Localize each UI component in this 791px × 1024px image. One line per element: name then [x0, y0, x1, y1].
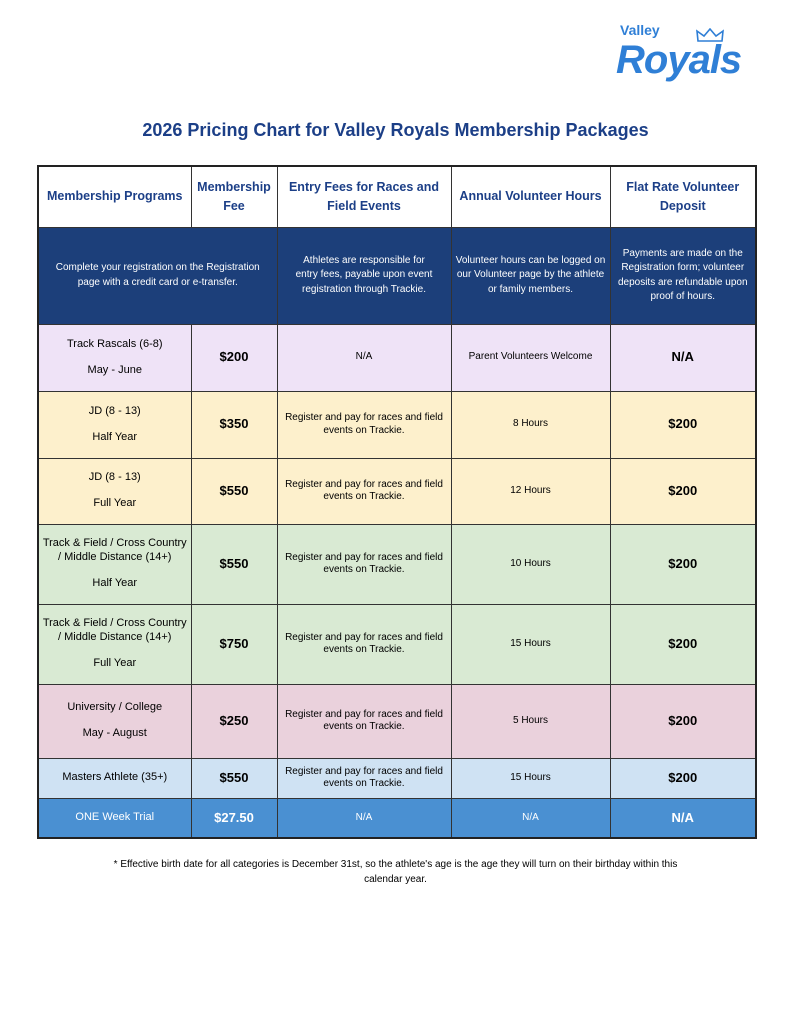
info-row: Complete your registration on the Regist… [37, 226, 757, 325]
program-name: Track Rascals (6-8) [66, 337, 163, 350]
hours-cell: 12 Hours [450, 457, 611, 525]
deposit-cell: $200 [609, 603, 757, 685]
info-cell: Payments are made on the Registration fo… [609, 226, 757, 325]
program-period: Half Year [92, 576, 138, 589]
program-name: ONE Week Trial [75, 810, 155, 823]
fee-cell: $27.50 [190, 797, 278, 839]
table-row: JD (8 - 13) Full Year $550 Register and pay… [37, 457, 757, 525]
program-cell: Track & Field / Cross Country / Middle D… [37, 523, 192, 605]
program-name: Masters Athlete (35+) [62, 771, 168, 784]
table-row: Track & Field / Cross Country / Middle D… [37, 603, 757, 685]
program-cell: JD (8 - 13) Half Year [37, 390, 192, 459]
deposit-cell: $200 [609, 457, 757, 525]
deposit-cell: $200 [609, 523, 757, 605]
fee-cell: $350 [190, 390, 278, 459]
program-cell: University / College May - August [37, 683, 192, 759]
footnote: * Effective birth date for all categorie… [113, 859, 678, 885]
entry-cell: Register and pay for races and field eve… [276, 757, 452, 799]
entry-cell: Register and pay for races and field eve… [276, 390, 452, 459]
entry-cell: N/A [276, 797, 452, 839]
table-row: University / College May - August $250 Regi… [37, 683, 757, 759]
table-row: Track Rascals (6-8) May - June $200 N/A Pare… [37, 323, 757, 392]
program-name: Track & Field / Cross Country / Middle D… [42, 617, 187, 644]
deposit-cell: $200 [609, 757, 757, 799]
fee-cell: $550 [190, 457, 278, 525]
hours-cell: N/A [450, 797, 611, 839]
table-row: ONE Week Trial $27.50 N/A N/A N/A [37, 797, 757, 839]
header-cell: Membership Programs [37, 165, 192, 228]
hours-cell: 10 Hours [450, 523, 611, 605]
deposit-cell: N/A [609, 323, 757, 392]
entry-cell: Register and pay for races and field eve… [276, 523, 452, 605]
info-cell: Athletes are responsible for entry fees,… [276, 226, 452, 325]
program-name: University / College [67, 701, 163, 714]
program-period: Full Year [93, 497, 137, 509]
info-cell: Complete your registration on the Regist… [37, 226, 278, 325]
hours-cell: 15 Hours [450, 603, 611, 685]
program-period: Half Year [92, 430, 138, 443]
deposit-cell: $200 [609, 390, 757, 459]
table-row: Masters Athlete (35+) $550 Register and pa… [37, 757, 757, 799]
program-period: May - August [82, 727, 147, 739]
program-period: May - June [87, 363, 142, 376]
fee-cell: $250 [190, 683, 278, 759]
program-cell: Masters Athlete (35+) [37, 757, 192, 799]
program-name: JD (8 - 13) [88, 404, 141, 417]
entry-cell: N/A [276, 323, 452, 392]
table-row: Track & Field / Cross Country / Middle D… [37, 523, 757, 605]
valley-royals-logo: Valley Royals [612, 22, 752, 102]
program-cell: Track & Field / Cross Country / Middle D… [37, 603, 192, 685]
fee-cell: $550 [190, 757, 278, 799]
fee-cell: $550 [190, 523, 278, 605]
program-cell: JD (8 - 13) Full Year [37, 457, 192, 525]
hours-cell: Parent Volunteers Welcome [450, 323, 611, 392]
entry-cell: Register and pay for races and field eve… [276, 683, 452, 759]
program-name: Track & Field / Cross Country / Middle D… [42, 537, 187, 564]
header-cell: Annual Volunteer Hours [450, 165, 611, 228]
crown-icon [696, 28, 724, 42]
program-cell: Track Rascals (6-8) May - June [37, 323, 192, 392]
logo-top-text: Valley [620, 22, 660, 38]
header-cell: Entry Fees for Races and Field Events [276, 165, 452, 228]
entry-cell: Register and pay for races and field eve… [276, 603, 452, 685]
fee-cell: $750 [190, 603, 278, 685]
header-cell: Membership Fee [190, 165, 278, 228]
info-cell: Volunteer hours can be logged on our Vol… [450, 226, 611, 325]
program-cell: ONE Week Trial [37, 797, 192, 839]
hours-cell: 5 Hours [450, 683, 611, 759]
table-row: JD (8 - 13) Half Year $350 Register and pay… [37, 390, 757, 459]
pricing-table: Membership Programs Membership Fee Entry… [37, 165, 757, 839]
deposit-cell: $200 [609, 683, 757, 759]
fee-cell: $200 [190, 323, 278, 392]
page-title: 2026 Pricing Chart for Valley Royals Mem… [142, 120, 649, 140]
deposit-cell: N/A [609, 797, 757, 839]
entry-cell: Register and pay for races and field eve… [276, 457, 452, 525]
header-cell: Flat Rate Volunteer Deposit [609, 165, 757, 228]
hours-cell: 8 Hours [450, 390, 611, 459]
logo-main-text: Royals [616, 38, 742, 82]
program-name: JD (8 - 13) [88, 471, 141, 484]
header-row: Membership Programs Membership Fee Entry… [37, 165, 757, 228]
program-period: Full Year [93, 656, 137, 669]
hours-cell: 15 Hours [450, 757, 611, 799]
